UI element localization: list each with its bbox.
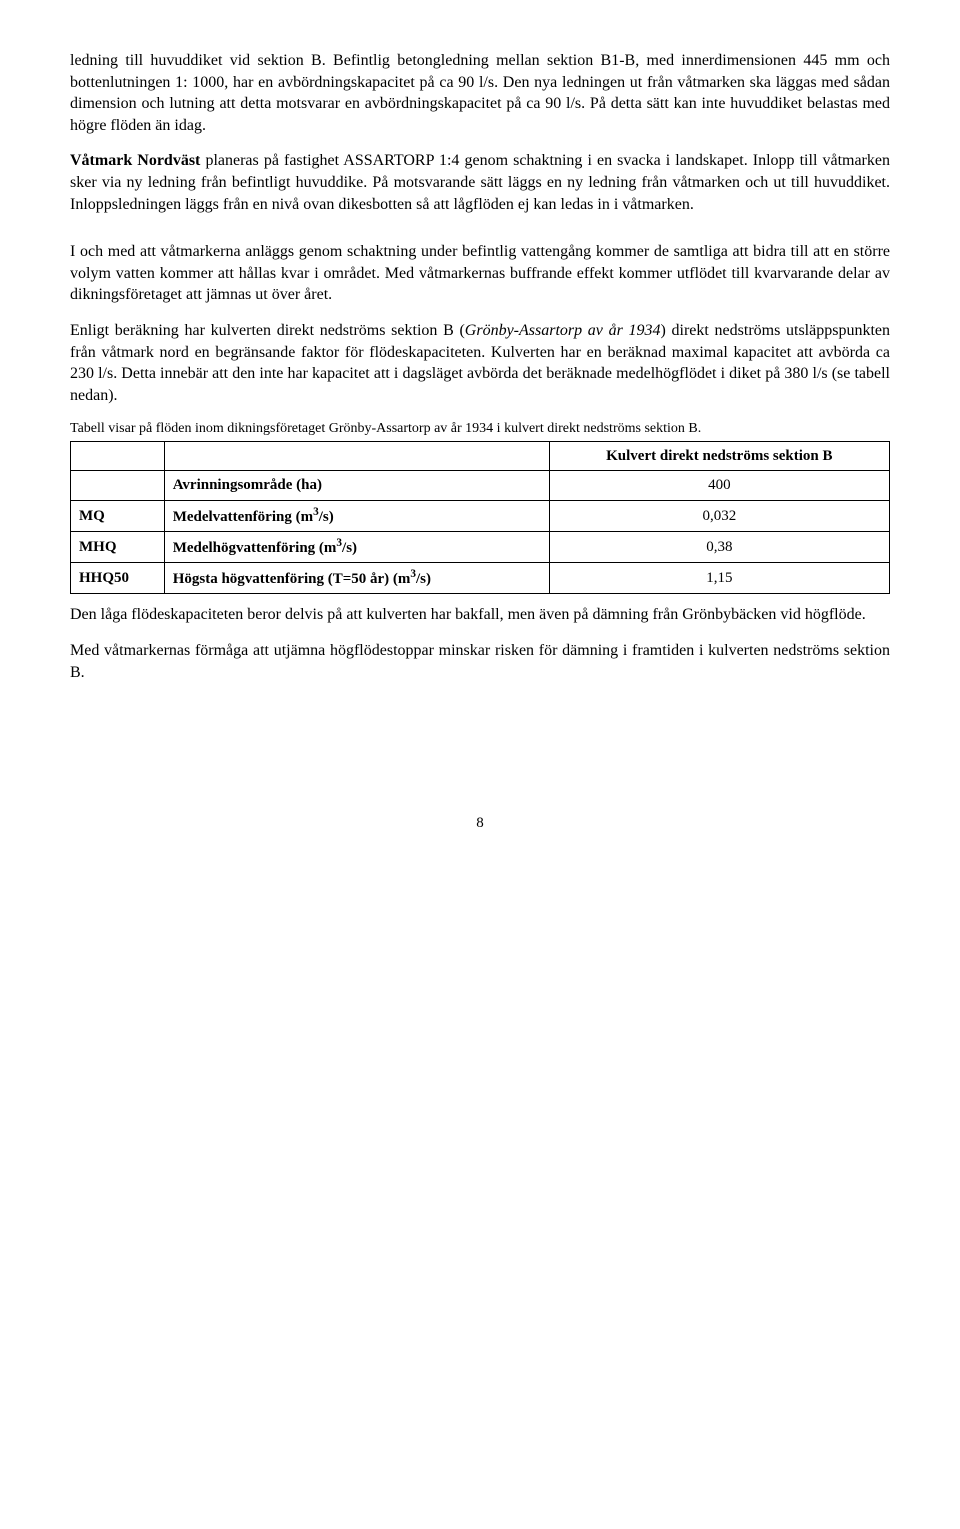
table-row: MQ Medelvattenföring (m3/s) 0,032 — [71, 500, 890, 531]
row-value: 1,15 — [549, 563, 889, 594]
row-code: MQ — [71, 500, 165, 531]
para4-a: Enligt beräkning har kulverten direkt ne… — [70, 322, 465, 339]
paragraph-2: Våtmark Nordväst planeras på fastighet A… — [70, 150, 890, 215]
blank-cell — [71, 442, 165, 471]
table-row: Avrinningsområde (ha) 400 — [71, 471, 890, 500]
paragraph-3: I och med att våtmarkerna anläggs genom … — [70, 241, 890, 306]
paragraph-1: ledning till huvuddiket vid sektion B. B… — [70, 50, 890, 136]
table-row: HHQ50 Högsta högvattenföring (T=50 år) (… — [71, 563, 890, 594]
table-header-row: Kulvert direkt nedströms sektion B — [71, 442, 890, 471]
blank-cell — [164, 442, 549, 471]
table-header: Kulvert direkt nedströms sektion B — [549, 442, 889, 471]
row-value: 0,38 — [549, 531, 889, 562]
paragraph-5: Den låga flödeskapaciteten beror delvis … — [70, 604, 890, 626]
row-value: 0,032 — [549, 500, 889, 531]
row-code: HHQ50 — [71, 563, 165, 594]
row-label: Avrinningsområde (ha) — [164, 471, 549, 500]
paragraph-4: Enligt beräkning har kulverten direkt ne… — [70, 320, 890, 406]
para2-lead: Våtmark Nordväst — [70, 152, 200, 169]
para4-italic: Grönby-Assartorp av år 1934 — [465, 322, 661, 339]
page-number: 8 — [70, 813, 890, 833]
row-label: Medelvattenföring (m3/s) — [164, 500, 549, 531]
row-label: Högsta högvattenföring (T=50 år) (m3/s) — [164, 563, 549, 594]
flow-table: Kulvert direkt nedströms sektion B Avrin… — [70, 441, 890, 594]
row-label: Medelhögvattenföring (m3/s) — [164, 531, 549, 562]
row-value: 400 — [549, 471, 889, 500]
table-caption: Tabell visar på flöden inom dikningsföre… — [70, 420, 890, 439]
row-code — [71, 471, 165, 500]
row-code: MHQ — [71, 531, 165, 562]
table-row: MHQ Medelhögvattenföring (m3/s) 0,38 — [71, 531, 890, 562]
paragraph-6: Med våtmarkernas förmåga att utjämna hög… — [70, 640, 890, 683]
